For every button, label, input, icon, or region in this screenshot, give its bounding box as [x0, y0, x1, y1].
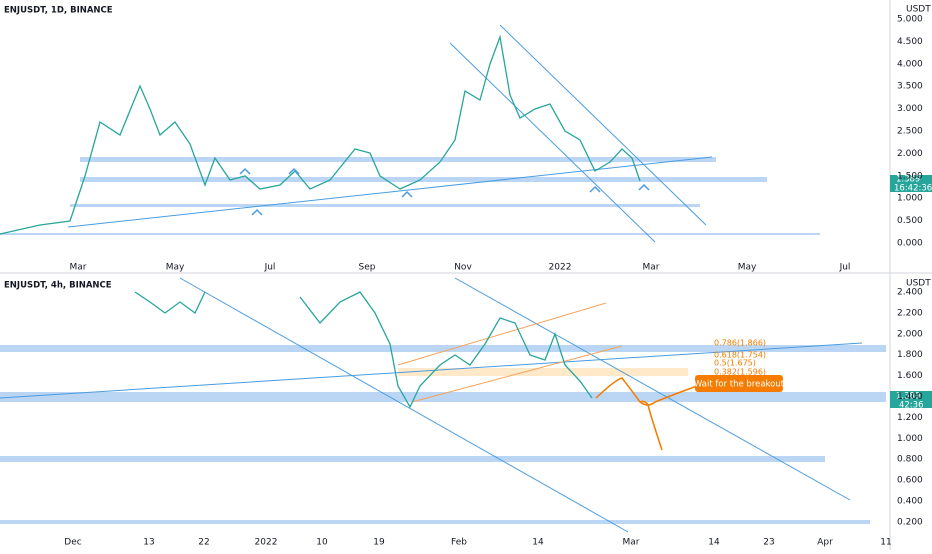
annotation-box [695, 375, 783, 392]
price-label: 5.000 [897, 15, 923, 25]
fib-label: 0.382(1.596) [714, 368, 766, 377]
channel-line [397, 302, 607, 366]
zone [0, 520, 870, 524]
price-label: 1.800 [897, 350, 923, 360]
time-label: Nov [454, 263, 472, 273]
time-label: May [738, 263, 757, 273]
time-label: 23 [763, 538, 774, 548]
price-label: 0.600 [897, 476, 923, 486]
channel-line [499, 24, 707, 226]
price-label: 1.500 [897, 171, 923, 181]
zone [80, 157, 716, 162]
price-line [0, 34, 641, 235]
price-label: 2.000 [897, 149, 923, 159]
zone [80, 177, 767, 182]
zone [70, 204, 700, 207]
time-label: Sep [359, 263, 376, 273]
price-badge [890, 391, 932, 408]
currency: USDT [906, 279, 931, 289]
trendline [67, 156, 713, 228]
price-label: 3.500 [897, 82, 923, 92]
zone [0, 456, 825, 462]
countdown: 16:42:36 [894, 184, 932, 194]
last-price: 1.389 [896, 175, 920, 185]
fib-label: 0.618(1.754) [714, 351, 766, 360]
channel-line [179, 277, 629, 533]
time-label: 22 [198, 538, 209, 548]
price-label: 1.000 [897, 194, 923, 204]
price-label: 2.000 [897, 329, 923, 339]
trendline [0, 342, 863, 399]
fib-label: 0.5(1.675) [714, 359, 756, 368]
time-label: Mar [70, 263, 87, 273]
channel-line [454, 277, 851, 501]
annotation: Wait for the breakout [694, 380, 785, 390]
price-line [134, 291, 206, 314]
time-label: 14 [708, 538, 720, 548]
projection-arrow [639, 400, 663, 451]
time-label: 11 [880, 538, 891, 548]
channel-line [411, 345, 623, 403]
time-label: Mar [643, 263, 660, 273]
price-label: 1.400 [897, 392, 923, 402]
time-label: Dec [64, 538, 81, 548]
price-label: 0.000 [897, 239, 923, 249]
price-label: 2.200 [897, 308, 923, 318]
time-label: 2022 [549, 263, 572, 273]
time-label: 10 [316, 538, 328, 548]
time-label: 19 [373, 538, 385, 548]
time-label: Mar [623, 538, 640, 548]
price-label: 0.400 [897, 497, 923, 507]
price-label: 4.500 [897, 37, 923, 47]
top-pane [0, 0, 890, 272]
time-label: Jul [264, 263, 276, 273]
currency: USDT [906, 5, 931, 15]
time-label: Apr [817, 538, 833, 548]
price-line [299, 291, 593, 409]
last-price: 1.389 [896, 392, 920, 402]
price-label: 0.500 [897, 216, 923, 226]
price-label: 1.600 [897, 371, 923, 381]
price-badge [890, 175, 932, 192]
zone [0, 392, 886, 402]
zone [0, 345, 886, 352]
time-label: Feb [451, 538, 467, 548]
time-label: 14 [532, 538, 544, 548]
price-label: 0.200 [897, 517, 923, 527]
time-label: 13 [143, 538, 154, 548]
countdown: 42:36 [899, 401, 924, 411]
chart-title: ENJUSDT, 4h, BINANCE [4, 281, 112, 291]
price-label: 2.400 [897, 288, 923, 298]
price-label: 1.200 [897, 413, 923, 423]
channel-line [449, 42, 656, 243]
zone [0, 233, 820, 235]
fib-label: 0.786(1.866) [714, 339, 766, 348]
time-label: May [166, 263, 185, 273]
price-label: 3.000 [897, 104, 923, 114]
fib-zone [398, 368, 688, 376]
time-label: 2022 [255, 538, 278, 548]
markers [239, 167, 650, 216]
price-label: 1.000 [897, 434, 923, 444]
time-label: Jul [839, 263, 851, 273]
price-label: 0.800 [897, 455, 923, 465]
chart-title: ENJUSDT, 1D, BINANCE [4, 6, 113, 16]
price-label: 4.000 [897, 59, 923, 69]
price-label: 2.500 [897, 127, 923, 137]
